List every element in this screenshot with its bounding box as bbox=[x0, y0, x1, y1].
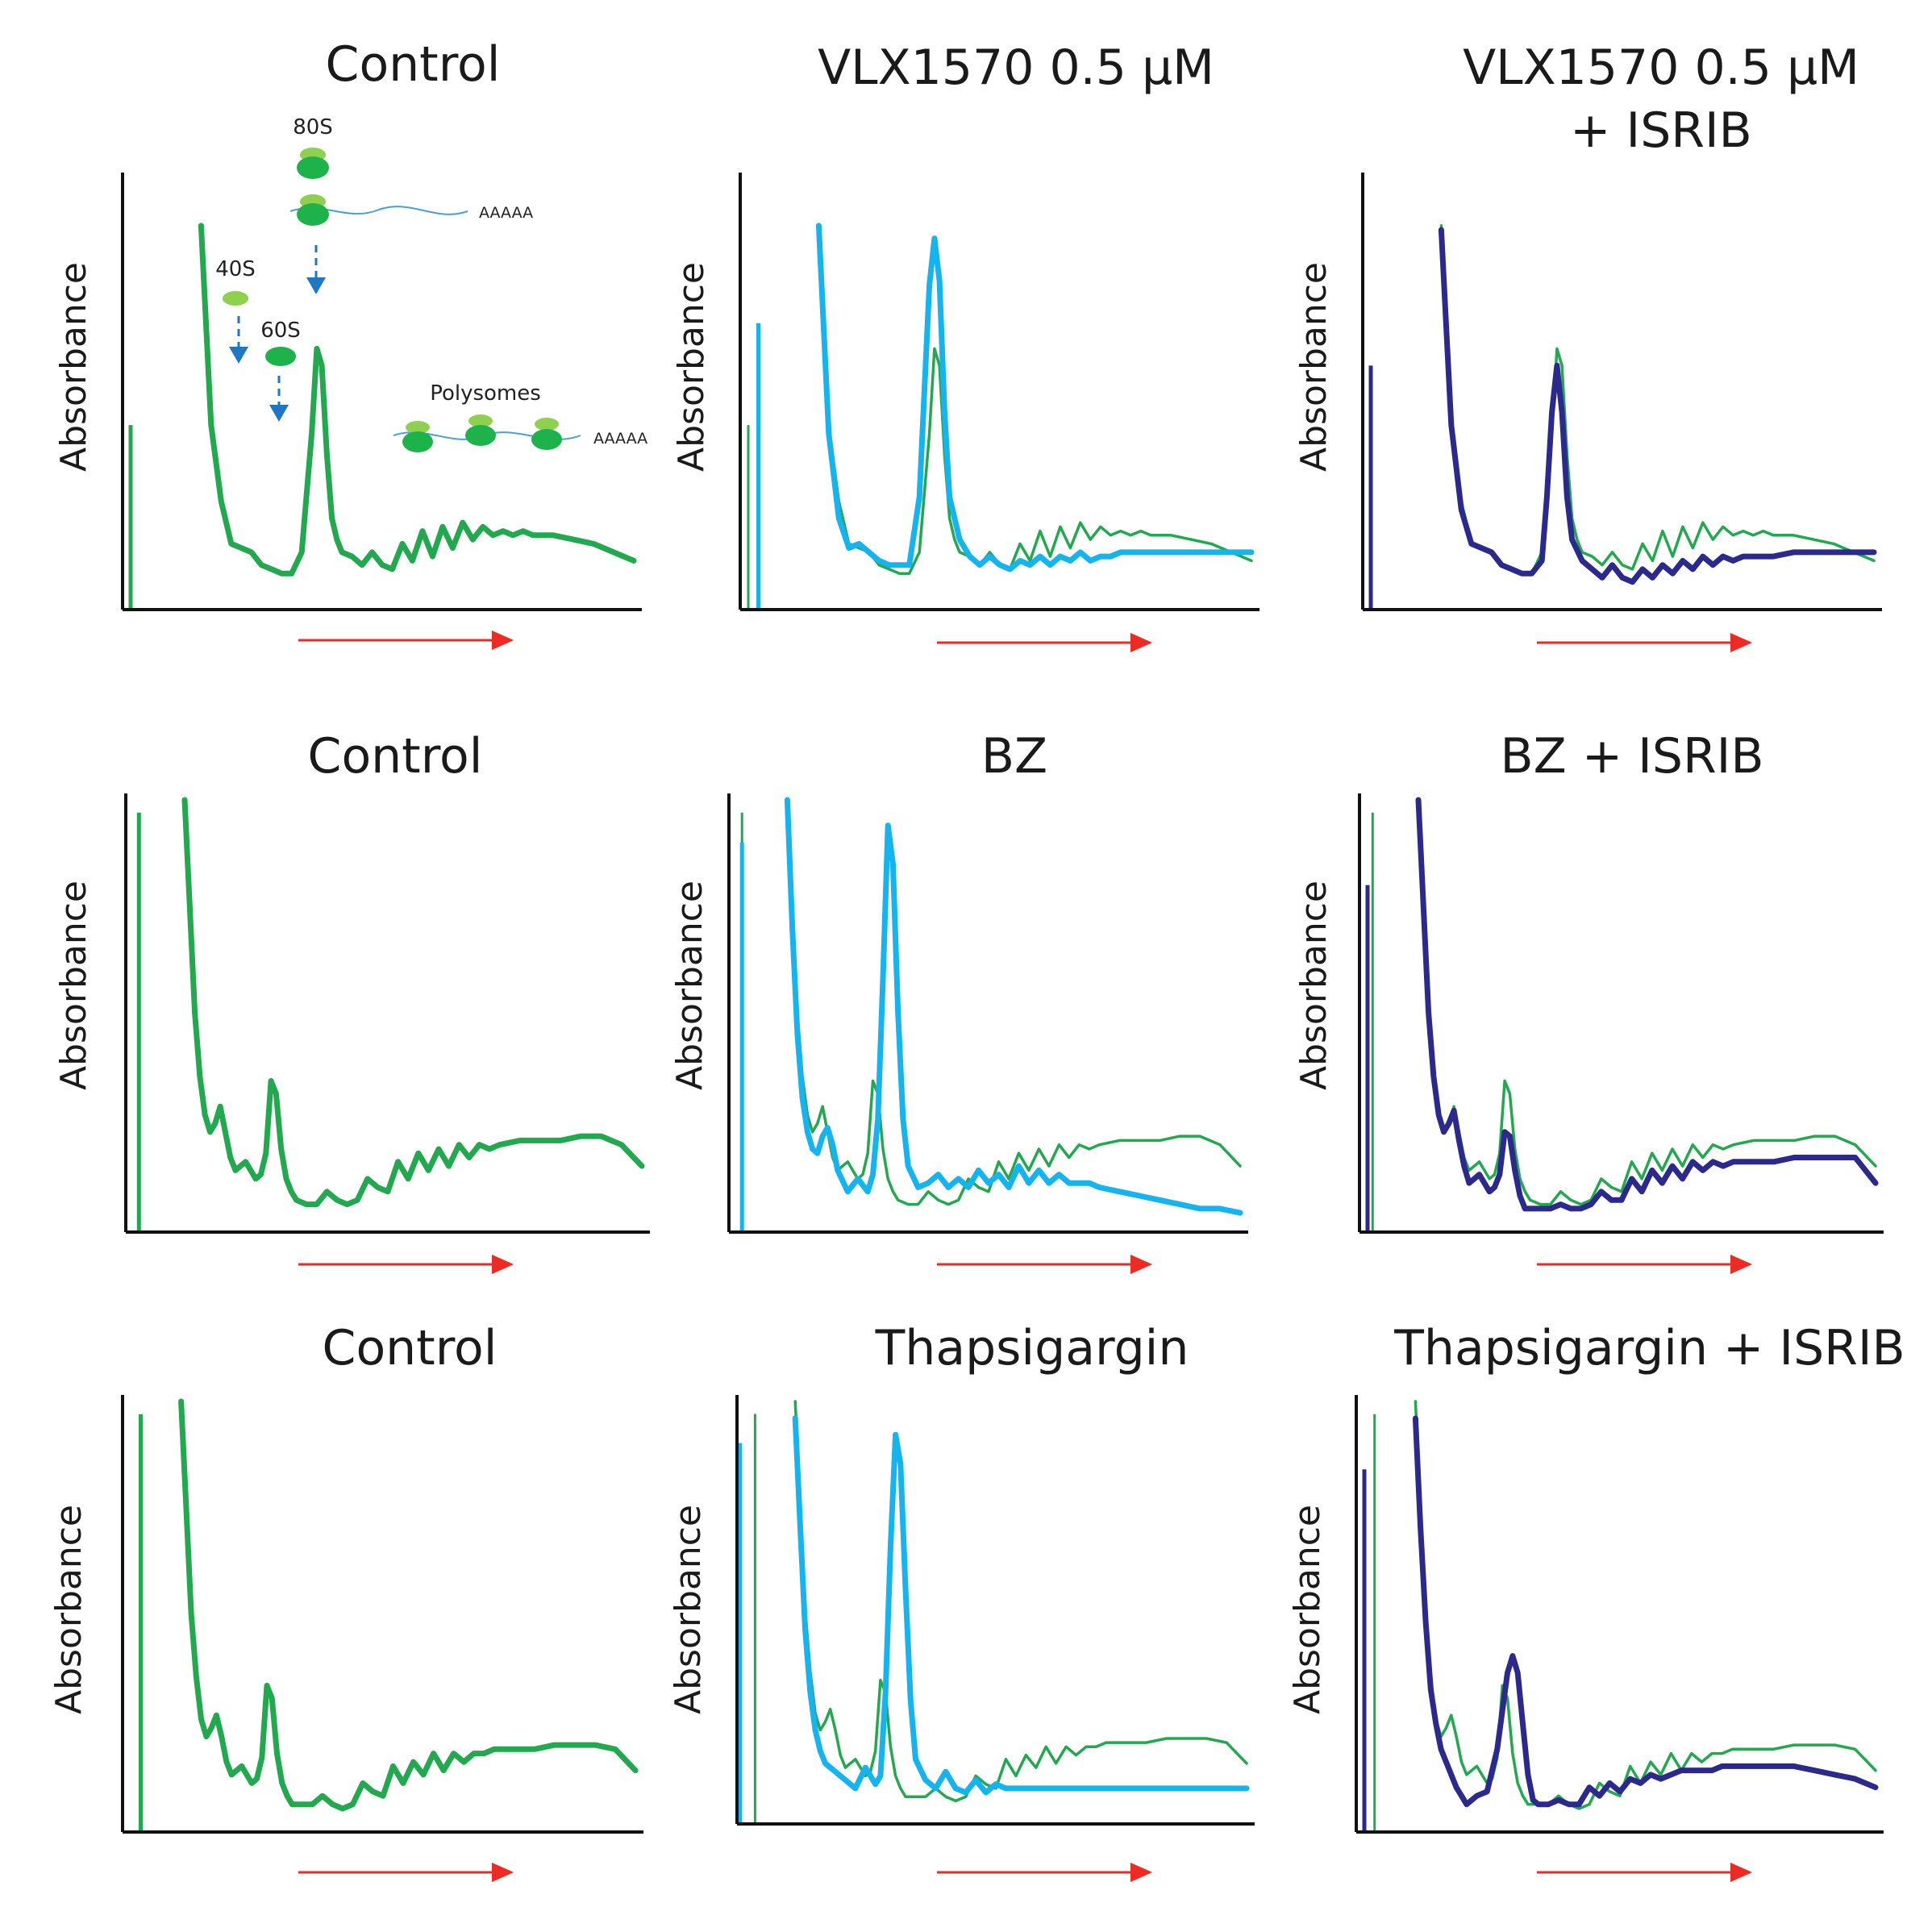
series-line-vlx1570-0-5-m bbox=[815, 223, 1255, 573]
ribosome-40s-icon bbox=[223, 291, 248, 306]
panel-r1c1: Control Absorbance 80S AAAAA 40S 60S Pol… bbox=[53, 36, 647, 650]
panel-title: Control bbox=[323, 1320, 498, 1376]
label-polysomes: Polysomes bbox=[430, 381, 541, 406]
panel-title: BZ + ISRIB bbox=[1500, 728, 1763, 785]
panel-title: Control bbox=[308, 728, 483, 785]
label-40s: 40S bbox=[215, 257, 256, 281]
panel-title: Thapsigargin + ISRIB bbox=[1393, 1320, 1905, 1376]
panel-r2c1: Control Absorbance bbox=[53, 728, 650, 1274]
series-line-bz-isrib bbox=[1415, 797, 1879, 1212]
series-line-control bbox=[198, 223, 637, 577]
panel-title: Control bbox=[326, 36, 501, 93]
ribosome-on-mrna-large-icon bbox=[297, 203, 329, 226]
y-axis-label: Absorbance bbox=[1287, 1505, 1328, 1714]
series-line-control bbox=[178, 1398, 639, 1812]
polysome-ribosome-3-small-icon bbox=[535, 418, 559, 431]
series-line-vlx1570-0-5-m-isrib bbox=[1438, 227, 1877, 585]
polysome-ribosome-2-large-icon bbox=[465, 425, 496, 446]
y-axis-label: Absorbance bbox=[1293, 262, 1334, 472]
ribosome-60s-icon bbox=[265, 347, 296, 366]
y-axis-label: Absorbance bbox=[53, 262, 94, 472]
polysome-polya-label: AAAAA bbox=[593, 430, 647, 448]
panel-title: BZ bbox=[981, 728, 1047, 785]
panel-r3c3: Thapsigargin + ISRIB Absorbance bbox=[1287, 1320, 1905, 1882]
panel-r2c3: BZ + ISRIB Absorbance bbox=[1293, 728, 1884, 1274]
polysome-ribosome-1-small-icon bbox=[406, 421, 430, 434]
panel-title: VLX1570 0.5 μM bbox=[1463, 40, 1859, 96]
y-axis-label: Absorbance bbox=[671, 262, 712, 472]
series-line-control bbox=[785, 798, 1242, 1206]
panel-r3c2: Thapsigargin Absorbance bbox=[668, 1320, 1255, 1882]
panel-r3c1: Control Absorbance bbox=[48, 1320, 643, 1882]
series-line-control bbox=[181, 797, 645, 1208]
y-axis-label: Absorbance bbox=[53, 881, 94, 1090]
y-axis-label: Absorbance bbox=[668, 1505, 709, 1714]
label-60s: 60S bbox=[260, 319, 301, 343]
series-line-thapsigargin-isrib bbox=[1412, 1415, 1879, 1808]
y-axis-label: Absorbance bbox=[48, 1505, 90, 1714]
y-axis-label: Absorbance bbox=[1293, 881, 1334, 1090]
series-line-control bbox=[1439, 224, 1876, 575]
ribosome-schematic: 80S AAAAA 40S 60S Polysomes AAAAA bbox=[215, 115, 647, 452]
panel-r1c2: VLX1570 0.5 μM Absorbance bbox=[671, 40, 1260, 652]
panel-title: VLX1570 0.5 μM bbox=[818, 40, 1214, 96]
series-line-control bbox=[1417, 798, 1877, 1206]
y-axis-label: Absorbance bbox=[669, 881, 710, 1090]
panel-r1c3: VLX1570 0.5 μM + ISRIB Absorbance bbox=[1293, 40, 1882, 652]
polysome-ribosome-2-small-icon bbox=[468, 414, 493, 427]
ribosome-80s-large-subunit-icon bbox=[297, 156, 329, 179]
polya-label: AAAAA bbox=[479, 204, 533, 222]
series-line-control bbox=[793, 1400, 1248, 1803]
polysome-ribosome-1-large-icon bbox=[402, 431, 433, 452]
label-80s: 80S bbox=[293, 115, 333, 139]
series-line-control bbox=[1414, 1400, 1877, 1810]
polysome-ribosome-3-large-icon bbox=[531, 429, 562, 450]
series-line-control bbox=[817, 224, 1253, 575]
panel-subtitle: + ISRIB bbox=[1570, 102, 1752, 159]
panel-r2c2: BZ Absorbance bbox=[669, 728, 1248, 1274]
panel-title: Thapsigargin bbox=[875, 1320, 1189, 1376]
series-line-bz bbox=[784, 797, 1243, 1216]
series-line-thapsigargin bbox=[792, 1415, 1250, 1796]
